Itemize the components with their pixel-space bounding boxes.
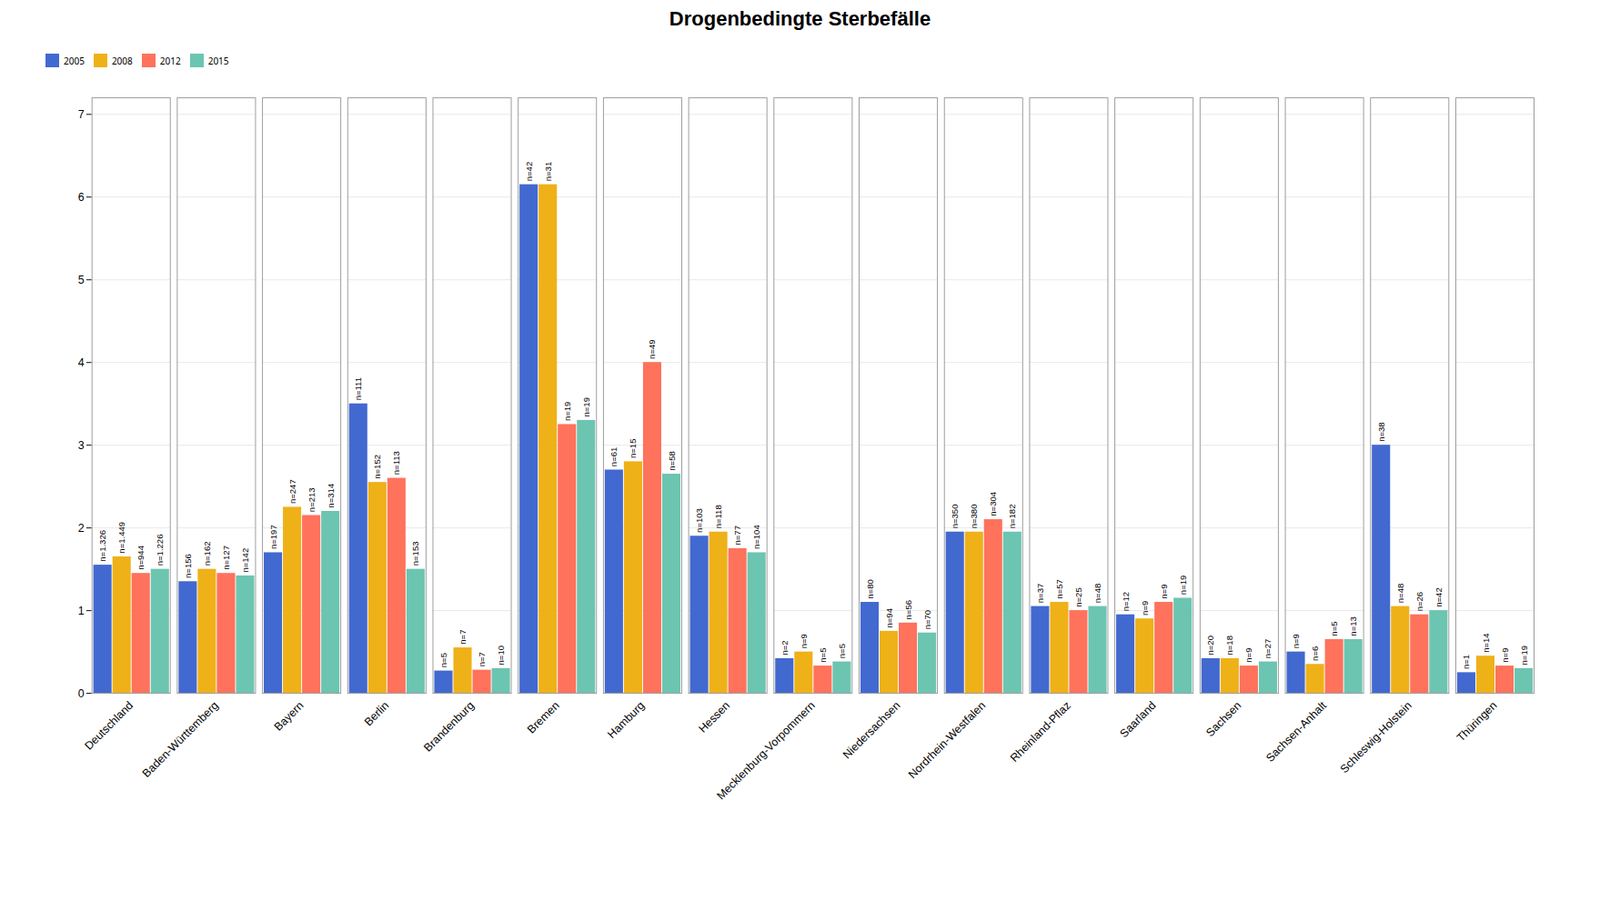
- svg-text:n=7: n=7: [476, 652, 487, 667]
- svg-text:n=58: n=58: [666, 451, 677, 472]
- svg-text:n=10: n=10: [495, 645, 506, 666]
- svg-text:7: 7: [78, 108, 85, 121]
- svg-text:n=9: n=9: [1158, 583, 1169, 599]
- svg-text:n=25: n=25: [1073, 587, 1084, 608]
- svg-text:Niedersachsen: Niedersachsen: [840, 699, 904, 763]
- svg-text:Nordrhein-Westfalen: Nordrhein-Westfalen: [905, 699, 988, 782]
- svg-text:Sachsen-Anhalt: Sachsen-Anhalt: [1263, 699, 1329, 765]
- svg-text:n=156: n=156: [182, 553, 193, 579]
- svg-text:Rheinland-Pflaz: Rheinland-Pflaz: [1007, 699, 1074, 765]
- html-text:2015: 2015: [208, 54, 229, 67]
- svg-text:Hessen: Hessen: [695, 699, 733, 736]
- svg-text:Bayern: Bayern: [271, 699, 307, 735]
- svg-text:n=5: n=5: [1328, 621, 1339, 636]
- svg-text:n=182: n=182: [1006, 504, 1017, 530]
- svg-text:n=247: n=247: [287, 479, 298, 504]
- svg-text:5: 5: [78, 273, 85, 287]
- svg-text:n=111: n=111: [352, 377, 363, 401]
- svg-text:Bremen: Bremen: [524, 699, 563, 737]
- svg-text:Deutschland: Deutschland: [81, 699, 136, 754]
- svg-text:n=19: n=19: [581, 397, 592, 418]
- svg-text:Brandenburg: Brandenburg: [421, 699, 477, 755]
- svg-text:n=18: n=18: [1224, 635, 1235, 656]
- svg-text:n=38: n=38: [1376, 422, 1387, 443]
- svg-text:3: 3: [78, 439, 85, 453]
- svg-text:n=9: n=9: [798, 633, 809, 649]
- svg-text:n=9: n=9: [1139, 601, 1150, 616]
- svg-text:4: 4: [78, 356, 85, 370]
- svg-text:n=304: n=304: [987, 491, 998, 517]
- svg-text:Sachsen: Sachsen: [1203, 699, 1244, 740]
- svg-text:n=42: n=42: [1433, 587, 1444, 608]
- html-text:2005: 2005: [63, 54, 85, 67]
- svg-text:0: 0: [78, 687, 85, 701]
- svg-text:n=153: n=153: [410, 541, 421, 566]
- svg-text:n=94: n=94: [884, 607, 895, 628]
- svg-text:2: 2: [78, 522, 85, 535]
- svg-text:n=49: n=49: [646, 339, 657, 360]
- svg-text:n=9: n=9: [1499, 648, 1510, 664]
- svg-text:n=118: n=118: [713, 504, 724, 529]
- svg-text:n=944: n=944: [135, 544, 146, 571]
- svg-text:Hamburg: Hamburg: [604, 699, 647, 742]
- svg-text:n=37: n=37: [1035, 583, 1046, 604]
- svg-text:Saarland: Saarland: [1117, 699, 1159, 741]
- html-text:2012: 2012: [159, 54, 181, 67]
- svg-text:n=7: n=7: [457, 630, 468, 645]
- svg-text:n=31: n=31: [543, 161, 554, 182]
- svg-text:n=9: n=9: [1290, 633, 1301, 649]
- svg-text:n=5: n=5: [836, 644, 847, 659]
- svg-text:1: 1: [78, 604, 85, 618]
- svg-text:Berlin: Berlin: [362, 699, 392, 729]
- svg-text:n=9: n=9: [1243, 648, 1254, 664]
- svg-text:n=80: n=80: [865, 579, 876, 600]
- svg-text:n=42: n=42: [523, 161, 534, 182]
- svg-text:n=70: n=70: [922, 610, 933, 631]
- svg-text:n=127: n=127: [221, 545, 232, 571]
- svg-text:n=152: n=152: [372, 454, 383, 480]
- svg-text:n=19: n=19: [1519, 645, 1530, 666]
- svg-text:n=56: n=56: [903, 600, 914, 621]
- svg-text:n=61: n=61: [608, 447, 619, 468]
- svg-text:n=2: n=2: [779, 640, 790, 655]
- svg-text:n=142: n=142: [240, 548, 251, 574]
- svg-text:n=48: n=48: [1395, 583, 1406, 604]
- svg-text:n=48: n=48: [1092, 583, 1103, 604]
- svg-text:n=5: n=5: [438, 653, 449, 668]
- svg-text:n=162: n=162: [201, 541, 212, 566]
- html-text:2008: 2008: [111, 54, 133, 67]
- svg-text:Schleswig-Holstein: Schleswig-Holstein: [1338, 699, 1415, 776]
- svg-text:6: 6: [78, 191, 85, 204]
- svg-text:Thüringen: Thüringen: [1454, 699, 1500, 745]
- svg-text:n=104: n=104: [751, 524, 762, 551]
- svg-text:n=20: n=20: [1205, 635, 1216, 656]
- svg-text:n=103: n=103: [694, 508, 705, 534]
- svg-text:n=27: n=27: [1262, 639, 1273, 660]
- svg-text:n=1.449: n=1.449: [116, 522, 127, 554]
- svg-text:n=6: n=6: [1309, 646, 1320, 662]
- svg-text:n=12: n=12: [1120, 592, 1131, 613]
- svg-text:n=314: n=314: [325, 483, 336, 509]
- svg-text:n=13: n=13: [1348, 616, 1359, 637]
- svg-text:n=19: n=19: [1177, 575, 1188, 596]
- svg-text:n=213: n=213: [306, 487, 317, 513]
- svg-text:n=15: n=15: [627, 439, 638, 460]
- svg-text:n=19: n=19: [562, 402, 573, 423]
- svg-text:n=113: n=113: [391, 451, 402, 475]
- svg-text:n=26: n=26: [1414, 592, 1425, 613]
- svg-text:Mecklenburg-Vorpommern: Mecklenburg-Vorpommern: [714, 699, 817, 803]
- svg-text:n=197: n=197: [268, 524, 279, 550]
- svg-text:n=14: n=14: [1480, 633, 1491, 654]
- svg-text:n=1.226: n=1.226: [154, 534, 165, 567]
- html-text:Drogenbedingte Sterbefälle: Drogenbedingte Sterbefälle: [669, 7, 931, 31]
- svg-text:n=57: n=57: [1054, 579, 1065, 600]
- svg-text:n=77: n=77: [732, 525, 743, 546]
- svg-text:n=350: n=350: [949, 504, 960, 530]
- svg-text:n=1: n=1: [1460, 654, 1471, 670]
- svg-text:n=1.326: n=1.326: [97, 530, 108, 563]
- svg-text:n=380: n=380: [968, 504, 979, 530]
- svg-text:Baden-Württemberg: Baden-Württemberg: [140, 699, 222, 781]
- svg-text:n=5: n=5: [817, 648, 828, 664]
